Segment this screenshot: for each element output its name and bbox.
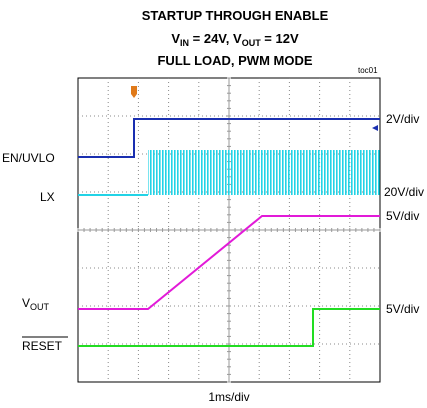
vout-trace bbox=[78, 215, 380, 310]
reset-trace bbox=[78, 308, 380, 347]
channel-label: RESET bbox=[22, 339, 63, 353]
title-line: STARTUP THROUGH ENABLE bbox=[142, 8, 329, 23]
channel-label: LX bbox=[40, 190, 55, 204]
figure-id: toc01 bbox=[358, 66, 378, 75]
lx-switching bbox=[148, 150, 380, 195]
channel-label: EN/UVLO bbox=[2, 151, 55, 165]
en-trace bbox=[78, 118, 380, 158]
trigger-marker bbox=[131, 86, 137, 98]
scale-label: 20V/div bbox=[384, 185, 424, 199]
title-line: VIN = 24V, VOUT = 12V bbox=[171, 31, 299, 48]
scale-label: 5V/div bbox=[386, 302, 419, 316]
scope-grid bbox=[77, 77, 381, 383]
channel-label: VOUT bbox=[22, 296, 50, 312]
time-scale: 1ms/div bbox=[208, 390, 249, 404]
scale-label: 5V/div bbox=[386, 209, 419, 223]
level-marker bbox=[372, 125, 378, 131]
scale-label: 2V/div bbox=[386, 112, 419, 126]
title-line: FULL LOAD, PWM MODE bbox=[157, 53, 312, 68]
